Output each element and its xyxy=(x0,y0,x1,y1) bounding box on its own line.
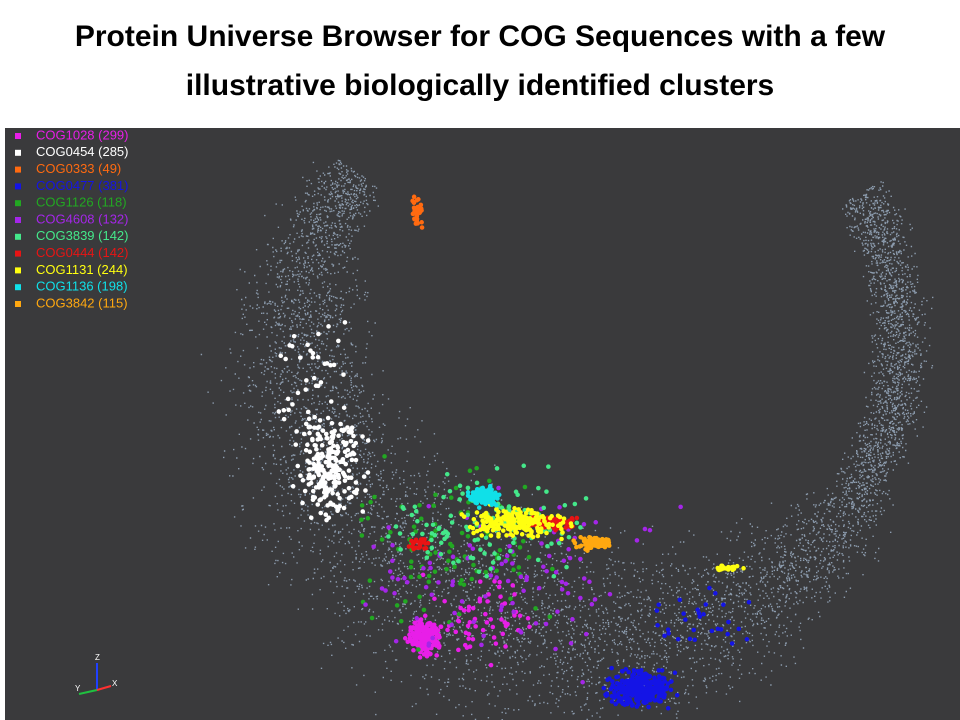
z-label: Z xyxy=(95,653,100,662)
x-label: X xyxy=(112,679,118,688)
legend-swatch xyxy=(15,200,21,207)
legend-swatch xyxy=(15,183,21,190)
legend-swatch xyxy=(15,217,21,223)
legend-label: COG0477 (381) xyxy=(36,178,129,193)
legend-swatch xyxy=(15,149,21,156)
legend-label: COG3842 (115) xyxy=(36,295,128,310)
cluster-points xyxy=(654,585,752,646)
title: Protein Universe Browser for COG Sequenc… xyxy=(74,20,886,102)
legend-label: COG0333 (49) xyxy=(36,161,121,176)
cluster-points xyxy=(459,502,574,542)
y-label: Y xyxy=(75,684,81,693)
point-cloud xyxy=(200,159,934,720)
cluster-points xyxy=(363,485,683,685)
legend-label: COG1136 (198) xyxy=(36,279,128,294)
legend: COG1028 (299) COG0454 (285) COG0333 (49) CO… xyxy=(15,128,129,310)
legend-swatch xyxy=(15,133,21,139)
y-axis xyxy=(78,689,98,695)
legend-label: COG3839 (142) xyxy=(36,228,129,243)
legend-swatch xyxy=(15,250,21,257)
legend-swatch xyxy=(15,166,21,173)
background-points xyxy=(200,159,934,720)
viewer-background xyxy=(5,128,960,720)
cluster-points xyxy=(402,613,444,660)
legend-swatch xyxy=(15,301,21,307)
legend-label: COG0444 (142) xyxy=(36,245,129,260)
legend-label: COG4608 (132) xyxy=(36,211,129,226)
legend-label: COG0454 (285) xyxy=(36,144,129,159)
legend-label: COG1028 (299) xyxy=(36,128,129,142)
axes-gizmo: Z Y X xyxy=(75,653,118,695)
legend-swatch xyxy=(15,267,21,274)
viewer: COG1028 (299) COG0454 (285) COG0333 (49) CO… xyxy=(5,128,960,720)
legend-label: COG1131 (244) xyxy=(36,262,128,277)
legend-swatch xyxy=(15,233,21,240)
cluster-points xyxy=(276,320,348,459)
clusters xyxy=(276,194,752,711)
cluster-points xyxy=(406,537,431,552)
cluster-points xyxy=(290,409,371,523)
x-axis xyxy=(96,685,112,691)
cluster-points xyxy=(465,483,502,510)
legend-label: COG1126 (118) xyxy=(36,195,127,210)
cluster-points xyxy=(715,563,746,573)
cluster-points xyxy=(601,665,680,711)
legend-swatch xyxy=(15,284,21,291)
cluster-points xyxy=(571,534,612,553)
cluster-points xyxy=(410,194,425,230)
